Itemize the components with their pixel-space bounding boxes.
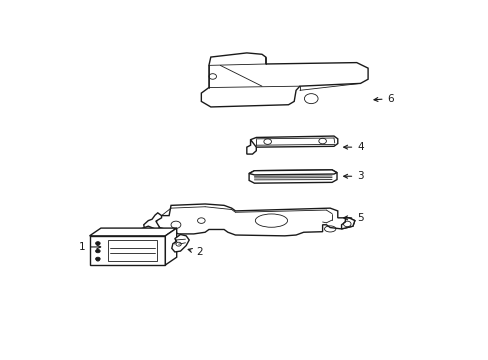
Polygon shape bbox=[137, 226, 155, 236]
Text: 2: 2 bbox=[188, 247, 203, 257]
Polygon shape bbox=[248, 170, 336, 183]
Text: 3: 3 bbox=[343, 171, 363, 181]
Polygon shape bbox=[165, 228, 176, 265]
Text: 1: 1 bbox=[79, 242, 101, 252]
Polygon shape bbox=[248, 170, 336, 175]
Polygon shape bbox=[341, 218, 354, 229]
Polygon shape bbox=[89, 228, 176, 236]
Polygon shape bbox=[143, 213, 161, 231]
Polygon shape bbox=[107, 240, 157, 261]
Circle shape bbox=[96, 249, 100, 253]
Circle shape bbox=[96, 242, 100, 245]
Circle shape bbox=[96, 257, 100, 261]
Polygon shape bbox=[201, 53, 367, 107]
Polygon shape bbox=[246, 140, 256, 154]
Polygon shape bbox=[89, 236, 165, 265]
Text: 4: 4 bbox=[343, 142, 363, 152]
Polygon shape bbox=[171, 234, 189, 252]
Text: 5: 5 bbox=[343, 213, 363, 223]
Polygon shape bbox=[156, 204, 354, 236]
Text: 6: 6 bbox=[373, 94, 393, 104]
Polygon shape bbox=[250, 136, 337, 147]
